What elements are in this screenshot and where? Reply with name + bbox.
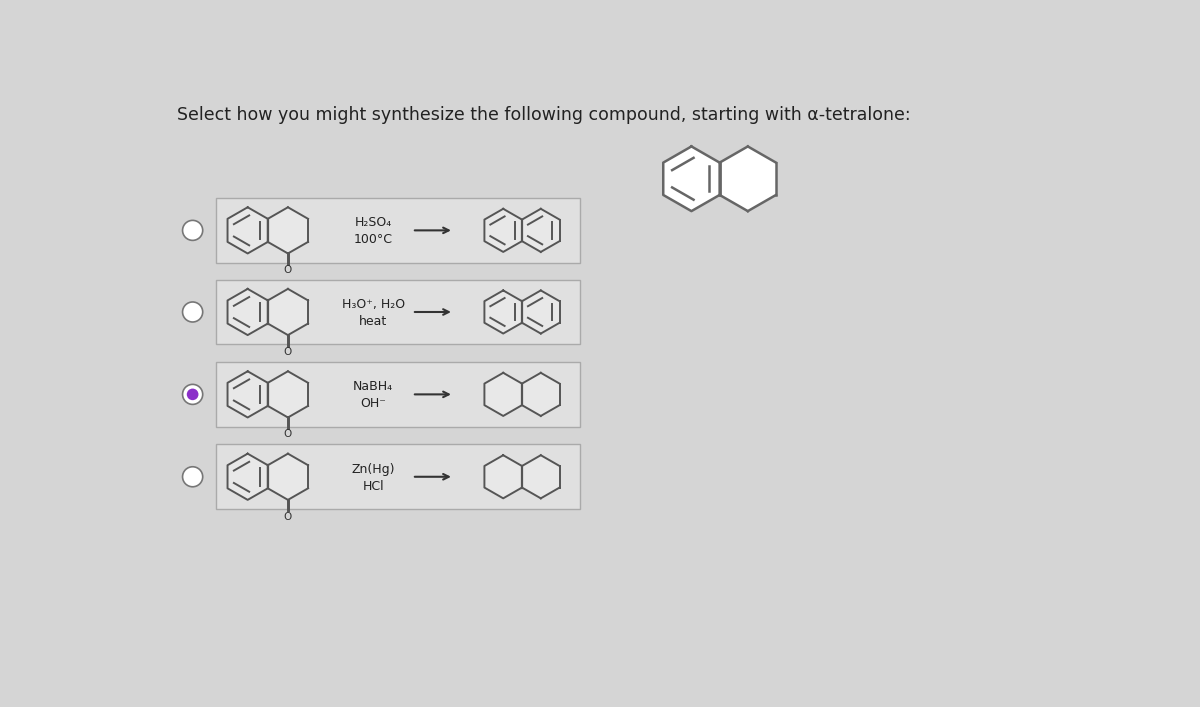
Polygon shape (268, 454, 308, 500)
Polygon shape (228, 371, 268, 417)
Text: OH⁻: OH⁻ (360, 397, 386, 410)
FancyBboxPatch shape (216, 445, 580, 509)
Polygon shape (522, 209, 559, 252)
Text: O: O (284, 265, 292, 275)
Polygon shape (664, 146, 720, 211)
FancyBboxPatch shape (216, 280, 580, 344)
Text: Select how you might synthesize the following compound, starting with α-tetralon: Select how you might synthesize the foll… (178, 105, 911, 124)
Polygon shape (720, 146, 776, 211)
Polygon shape (268, 371, 308, 417)
Text: H₃O⁺, H₂O: H₃O⁺, H₂O (342, 298, 404, 311)
Polygon shape (485, 209, 522, 252)
Text: O: O (284, 429, 292, 439)
Polygon shape (522, 373, 559, 416)
Polygon shape (268, 289, 308, 335)
Text: HCl: HCl (362, 479, 384, 493)
FancyBboxPatch shape (216, 362, 580, 427)
Text: heat: heat (359, 315, 388, 328)
Circle shape (182, 221, 203, 240)
Text: NaBH₄: NaBH₄ (353, 380, 394, 393)
Circle shape (182, 302, 203, 322)
Circle shape (182, 467, 203, 487)
Polygon shape (522, 291, 559, 334)
Text: H₂SO₄: H₂SO₄ (354, 216, 392, 229)
Text: O: O (284, 511, 292, 522)
Polygon shape (268, 207, 308, 254)
Polygon shape (522, 455, 559, 498)
FancyBboxPatch shape (216, 198, 580, 263)
Polygon shape (228, 207, 268, 254)
Text: O: O (284, 346, 292, 357)
Text: Zn(Hg): Zn(Hg) (352, 462, 395, 476)
Circle shape (182, 385, 203, 404)
Polygon shape (228, 289, 268, 335)
Polygon shape (485, 291, 522, 334)
Polygon shape (485, 455, 522, 498)
Text: 100°C: 100°C (354, 233, 392, 246)
Polygon shape (228, 454, 268, 500)
Polygon shape (485, 373, 522, 416)
Circle shape (187, 389, 198, 400)
